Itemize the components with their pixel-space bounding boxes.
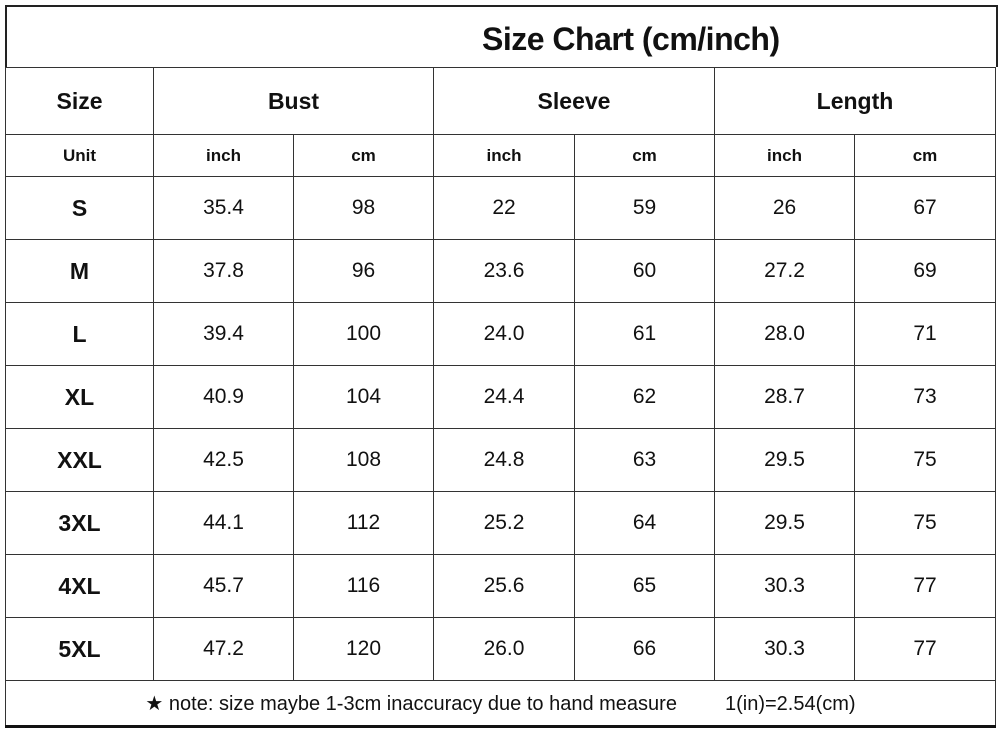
header-length: Length [714, 67, 996, 135]
cell-bust-in: 44.1 [153, 491, 294, 555]
cell-sleeve-cm: 63 [574, 428, 715, 492]
cell-sleeve-cm: 64 [574, 491, 715, 555]
unit-inch: inch [153, 134, 294, 177]
table-row: 3XL 44.1 112 25.2 64 29.5 75 [5, 491, 996, 555]
cell-length-in: 26 [714, 176, 855, 240]
table-row: 4XL 45.7 116 25.6 65 30.3 77 [5, 554, 996, 618]
note-row: ★ note: size maybe 1-3cm inaccuracy due … [5, 680, 996, 728]
cell-sleeve-cm: 62 [574, 365, 715, 429]
cell-size: 4XL [5, 554, 154, 618]
cell-length-in: 29.5 [714, 428, 855, 492]
cell-size: XXL [5, 428, 154, 492]
cell-size: L [5, 302, 154, 366]
cell-length-in: 28.7 [714, 365, 855, 429]
cell-length-in: 29.5 [714, 491, 855, 555]
cell-sleeve-cm: 60 [574, 239, 715, 303]
cell-size: XL [5, 365, 154, 429]
table-row: 5XL 47.2 120 26.0 66 30.3 77 [5, 617, 996, 681]
header-sleeve: Sleeve [433, 67, 715, 135]
cell-bust-cm: 98 [293, 176, 434, 240]
cell-length-in: 30.3 [714, 554, 855, 618]
cell-sleeve-in: 22 [433, 176, 575, 240]
cell-length-cm: 71 [854, 302, 996, 366]
cell-sleeve-in: 24.0 [433, 302, 575, 366]
cell-length-in: 27.2 [714, 239, 855, 303]
cell-length-cm: 77 [854, 617, 996, 681]
cell-length-cm: 77 [854, 554, 996, 618]
unit-cm: cm [293, 134, 434, 177]
unit-label: Unit [5, 134, 154, 177]
cell-bust-cm: 116 [293, 554, 434, 618]
cell-length-cm: 73 [854, 365, 996, 429]
cell-size: M [5, 239, 154, 303]
cell-bust-cm: 104 [293, 365, 434, 429]
cell-sleeve-cm: 61 [574, 302, 715, 366]
cell-bust-in: 47.2 [153, 617, 294, 681]
cell-sleeve-cm: 65 [574, 554, 715, 618]
cell-sleeve-in: 26.0 [433, 617, 575, 681]
header-row: Size Bust Sleeve Length [5, 67, 996, 135]
cell-bust-cm: 108 [293, 428, 434, 492]
header-size: Size [5, 67, 154, 135]
unit-cm: cm [574, 134, 715, 177]
cell-bust-in: 39.4 [153, 302, 294, 366]
table-row: XL 40.9 104 24.4 62 28.7 73 [5, 365, 996, 429]
size-table: Size Bust Sleeve Length Unit inch cm inc… [5, 67, 996, 728]
cell-bust-cm: 100 [293, 302, 434, 366]
unit-cm: cm [854, 134, 996, 177]
header-bust: Bust [153, 67, 434, 135]
cell-bust-in: 42.5 [153, 428, 294, 492]
cell-sleeve-in: 25.2 [433, 491, 575, 555]
unit-inch: inch [714, 134, 855, 177]
cell-sleeve-in: 24.8 [433, 428, 575, 492]
cell-size: 5XL [5, 617, 154, 681]
title-bar: Size Chart (cm/inch) [5, 5, 998, 67]
cell-bust-in: 37.8 [153, 239, 294, 303]
conversion-text: 1(in)=2.54(cm) [724, 692, 856, 715]
cell-length-in: 30.3 [714, 617, 855, 681]
table-row: XXL 42.5 108 24.8 63 29.5 75 [5, 428, 996, 492]
table-row: S 35.4 98 22 59 26 67 [5, 176, 996, 240]
cell-bust-in: 45.7 [153, 554, 294, 618]
cell-sleeve-in: 24.4 [433, 365, 575, 429]
cell-bust-cm: 96 [293, 239, 434, 303]
cell-sleeve-in: 25.6 [433, 554, 575, 618]
cell-sleeve-cm: 59 [574, 176, 715, 240]
unit-row: Unit inch cm inch cm inch cm [5, 134, 996, 177]
cell-length-cm: 75 [854, 428, 996, 492]
unit-inch: inch [433, 134, 575, 177]
table-row: L 39.4 100 24.0 61 28.0 71 [5, 302, 996, 366]
cell-sleeve-in: 23.6 [433, 239, 575, 303]
table-row: M 37.8 96 23.6 60 27.2 69 [5, 239, 996, 303]
cell-sleeve-cm: 66 [574, 617, 715, 681]
cell-length-cm: 67 [854, 176, 996, 240]
cell-bust-in: 35.4 [153, 176, 294, 240]
cell-length-cm: 69 [854, 239, 996, 303]
cell-size: 3XL [5, 491, 154, 555]
cell-bust-in: 40.9 [153, 365, 294, 429]
note-text: ★ note: size maybe 1-3cm inaccuracy due … [145, 692, 677, 715]
page-title: Size Chart (cm/inch) [482, 21, 780, 57]
cell-length-in: 28.0 [714, 302, 855, 366]
cell-size: S [5, 176, 154, 240]
cell-bust-cm: 120 [293, 617, 434, 681]
cell-bust-cm: 112 [293, 491, 434, 555]
cell-length-cm: 75 [854, 491, 996, 555]
